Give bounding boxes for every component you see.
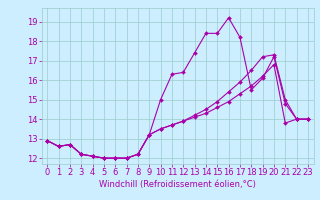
X-axis label: Windchill (Refroidissement éolien,°C): Windchill (Refroidissement éolien,°C) bbox=[99, 180, 256, 189]
